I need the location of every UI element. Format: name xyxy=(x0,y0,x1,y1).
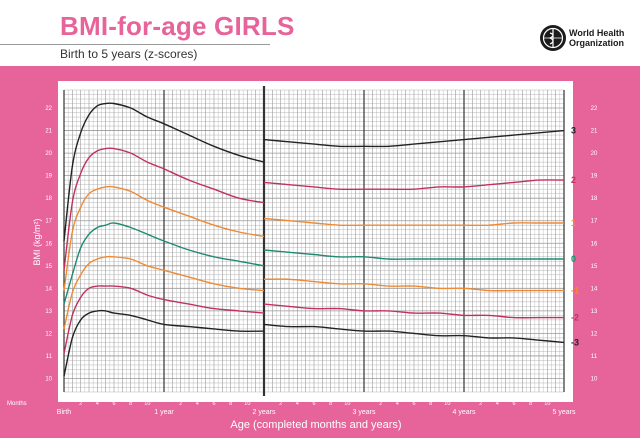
x-tick-label: 6 xyxy=(112,401,115,407)
y-tick-label: 21 xyxy=(591,129,598,135)
y-tick-label: 13 xyxy=(45,309,52,315)
y-tick-label: 10 xyxy=(45,376,52,382)
y-tick-label: 19 xyxy=(591,174,598,180)
z-label--3: -3 xyxy=(571,337,579,347)
months-row-label: Months xyxy=(7,401,27,407)
x-tick-label: 1 year xyxy=(154,409,174,416)
z-label-2: 2 xyxy=(571,175,576,185)
who-emblem-icon xyxy=(540,25,566,51)
z-score-curves xyxy=(63,102,565,377)
y-tick-label: 16 xyxy=(591,241,598,247)
y-tick-label: 12 xyxy=(591,331,598,337)
y-tick-label: 14 xyxy=(45,286,52,292)
x-tick-label: 2 xyxy=(479,401,482,407)
x-tick-label: 4 xyxy=(396,401,399,407)
z-label-0: 0 xyxy=(571,254,576,264)
y-tick-label: 22 xyxy=(591,106,598,112)
x-tick-label: 2 xyxy=(379,401,382,407)
z-curve-1 xyxy=(63,185,265,291)
z-label--2: -2 xyxy=(571,313,579,323)
x-tick-label: 6 xyxy=(412,401,415,407)
y-tick-label: 15 xyxy=(45,264,52,270)
z-curve-1 xyxy=(263,217,564,227)
y-tick-label: 20 xyxy=(591,151,598,157)
z-label-3: 3 xyxy=(571,126,576,136)
z-curve-0 xyxy=(263,249,564,260)
who-logo: World Health Organization xyxy=(539,24,639,56)
y-tick-label: 11 xyxy=(46,354,53,360)
x-tick-label: 4 xyxy=(196,401,199,407)
x-tick-label: 5 years xyxy=(553,409,576,416)
x-tick-label: 8 xyxy=(529,401,532,407)
y-tick-label: 14 xyxy=(591,286,598,292)
y-tick-label: 15 xyxy=(591,264,598,270)
x-tick-label: 10 xyxy=(344,401,350,407)
x-tick-label: Birth xyxy=(57,409,72,416)
z-curve-3 xyxy=(63,102,265,242)
x-tick-label: 6 xyxy=(512,401,515,407)
y-tick-label: 20 xyxy=(45,151,52,157)
x-tick-label: 2 xyxy=(179,401,182,407)
y-tick-label: 22 xyxy=(45,106,52,112)
x-tick-label: 8 xyxy=(429,401,432,407)
z-label-1: 1 xyxy=(571,218,576,228)
x-axis-label: Age (completed months and years) xyxy=(230,419,401,431)
page-subtitle: Birth to 5 years (z-scores) xyxy=(60,47,198,61)
z-curve-3 xyxy=(263,129,565,148)
z-curve--2 xyxy=(263,303,564,319)
z-curve--3 xyxy=(263,323,565,344)
x-tick-label: 6 xyxy=(212,401,215,407)
chart-grid xyxy=(63,86,565,396)
y-tick-label: 17 xyxy=(45,219,52,225)
y-tick-labels-left: 10 11 12 13 14 15 16 17 18 19 20 21 22 xyxy=(45,106,52,382)
z-curve-2 xyxy=(63,147,265,271)
z-curve-2 xyxy=(263,179,565,191)
y-tick-label: 16 xyxy=(45,241,52,247)
y-tick-label: 13 xyxy=(591,309,598,315)
z-curve--3 xyxy=(63,309,265,377)
y-axis-label: BMI (kg/m²) xyxy=(32,219,42,266)
title-underline xyxy=(0,44,270,45)
x-tick-label: 8 xyxy=(229,401,232,407)
x-tick-label: 3 years xyxy=(353,409,376,416)
y-tick-label: 17 xyxy=(591,219,598,225)
y-tick-label: 18 xyxy=(45,196,52,202)
y-tick-label: 10 xyxy=(591,376,598,382)
x-tick-label: 10 xyxy=(544,401,550,407)
y-tick-label: 11 xyxy=(591,354,598,360)
z-curve--1 xyxy=(63,255,265,330)
page-title: BMI-for-age GIRLS xyxy=(60,11,295,41)
x-tick-label: 8 xyxy=(329,401,332,407)
y-tick-label: 12 xyxy=(45,331,52,337)
y-tick-labels-right: 10 11 12 13 14 15 16 17 18 19 20 21 22 xyxy=(591,106,598,382)
x-tick-label: 2 xyxy=(279,401,282,407)
x-tick-label: 4 years xyxy=(453,409,476,416)
x-tick-label: 4 xyxy=(496,401,499,407)
x-tick-label: 2 xyxy=(79,401,82,407)
x-tick-label: 4 xyxy=(296,401,299,407)
z-curve--1 xyxy=(263,278,564,292)
x-tick-label: 6 xyxy=(312,401,315,407)
x-tick-label: 8 xyxy=(129,401,132,407)
x-tick-label: 10 xyxy=(244,401,250,407)
x-tick-label: 10 xyxy=(144,401,150,407)
z-label--1: -1 xyxy=(571,286,579,296)
chart-header: BMI-for-age GIRLS Birth to 5 years (z-sc… xyxy=(0,0,640,66)
x-tick-label: 2 years xyxy=(253,409,276,416)
plot-area xyxy=(58,81,573,402)
y-tick-label: 21 xyxy=(45,129,52,135)
z-score-labels: 3 2 1 0 -1 -2 -3 xyxy=(571,126,579,348)
y-tick-label: 18 xyxy=(591,196,598,202)
x-tick-label: 4 xyxy=(96,401,99,407)
y-tick-label: 19 xyxy=(45,174,52,180)
organization-name: World Health Organization xyxy=(569,28,625,48)
z-curve-0 xyxy=(63,222,265,305)
x-tick-label: 10 xyxy=(444,401,450,407)
z-curve--2 xyxy=(63,285,265,354)
